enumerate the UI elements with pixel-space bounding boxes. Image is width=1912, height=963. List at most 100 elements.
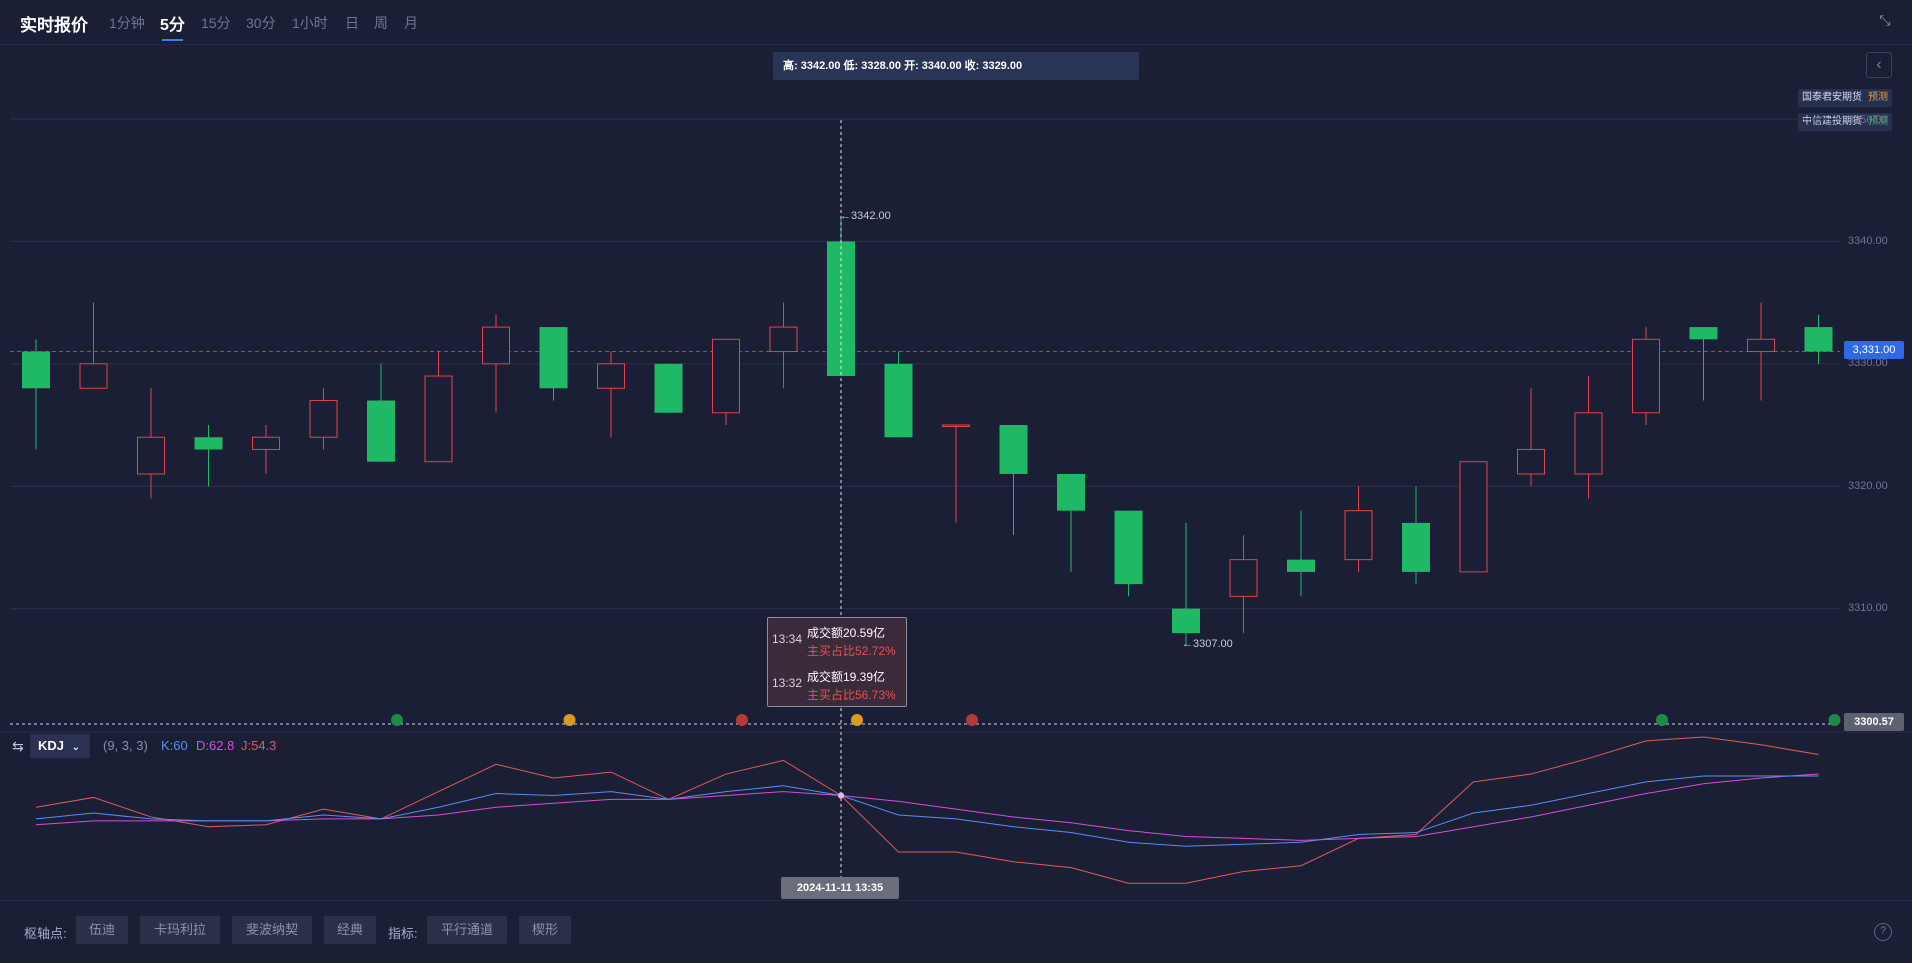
candle-body xyxy=(1229,559,1258,597)
candle-body xyxy=(1287,559,1315,572)
bottom-toolbar: 枢轴点: 伍迪 卡玛利拉 斐波纳契 经典 指标: 平行通道 楔形 ? xyxy=(0,900,1912,963)
pivot-woodie-button[interactable]: 伍迪 xyxy=(76,916,128,944)
candle-body xyxy=(424,375,453,463)
tooltip-row: 13:34 成交额20.59亿 主买占比52.72% xyxy=(768,618,908,658)
top-bar: 实时报价 1分钟 5分 15分 30分 1小时 日 周 月 ⤡ xyxy=(0,0,1912,45)
page-title: 实时报价 xyxy=(20,16,88,35)
candle-body xyxy=(1689,327,1718,340)
candle-body xyxy=(1747,338,1775,353)
candle-body xyxy=(942,424,970,427)
event-marker-icon xyxy=(1828,714,1841,726)
candle-body xyxy=(1344,510,1373,561)
tooltip-amount: 成交额20.59亿 xyxy=(807,626,886,640)
candle-body xyxy=(137,436,165,475)
low-annotation: ←3307.00 xyxy=(1182,638,1233,650)
pivot-label: 枢轴点: xyxy=(24,926,67,941)
indicator-select-label: KDJ xyxy=(38,738,65,753)
help-icon[interactable]: ? xyxy=(1874,923,1892,941)
tooltip-time: 13:34 xyxy=(772,632,803,646)
candle-body xyxy=(22,351,50,389)
kdj-indicator-bar: ⇆ KDJ ⌄ (9, 3, 3) K:60 D:62.8 J:54.3 xyxy=(0,732,1912,760)
collapse-icon[interactable]: ⤡ xyxy=(1879,12,1891,28)
event-marker-icon xyxy=(966,714,978,726)
parallel-channel-button[interactable]: 平行通道 xyxy=(427,916,507,944)
kdj-k-line xyxy=(35,775,1819,847)
period-month[interactable]: 月 xyxy=(404,15,418,31)
price-tick: 3350.00 xyxy=(1848,114,1888,126)
ohlc-info-box: 高: 3342.00 低: 3328.00 开: 3340.00 收: 3329… xyxy=(773,52,1139,80)
wedge-button[interactable]: 楔形 xyxy=(519,916,571,944)
settings-sliders-icon[interactable]: ⇆ xyxy=(12,738,24,754)
event-marker-icon xyxy=(736,714,748,726)
candle-body xyxy=(597,363,625,389)
crosshair-price-label: 3300.57 xyxy=(1844,713,1904,731)
period-day[interactable]: 日 xyxy=(345,15,359,31)
crosshair-time-label: 2024-11-11 13:35 xyxy=(781,877,899,899)
kdj-d-value: D:62.8 xyxy=(196,738,235,753)
tooltip-row: 13:32 成交额19.39亿 主买占比56.73% xyxy=(768,662,908,702)
kdj-k-value: K:60 xyxy=(161,738,188,753)
candlestick-chart[interactable]: 3350.00 3340.00 3330.00 3320.00 3310.00 xyxy=(0,0,1912,900)
kdj-params: (9, 3, 3) xyxy=(103,738,148,753)
tooltip-amount: 成交额19.39亿 xyxy=(807,670,886,684)
kdj-j-line xyxy=(35,736,1819,884)
pivot-camarilla-button[interactable]: 卡玛利拉 xyxy=(140,916,220,944)
period-1min[interactable]: 1分钟 xyxy=(109,15,145,31)
chevron-down-icon: ⌄ xyxy=(71,742,81,753)
candle-body xyxy=(1172,608,1200,634)
indicator-select[interactable]: KDJ ⌄ xyxy=(30,734,90,758)
candle-body xyxy=(1402,522,1430,572)
event-marker-icon xyxy=(851,714,863,726)
candle-body xyxy=(1114,510,1143,585)
price-tick: 3340.00 xyxy=(1848,235,1888,247)
tooltip-time: 13:32 xyxy=(772,676,803,690)
candle-body xyxy=(1632,338,1660,414)
candle-body xyxy=(194,437,223,450)
price-tick: 3330.00 xyxy=(1848,357,1888,369)
tooltip-ratio: 主买占比52.72% xyxy=(807,644,896,658)
candle-body xyxy=(482,326,510,365)
current-price-label: 3,331.00 xyxy=(1844,341,1904,359)
broker-badge-zhongxin[interactable]: 中信建投期货 预测 xyxy=(1798,113,1892,131)
broker-name: 国泰君安期货 xyxy=(1802,92,1862,103)
crosshair-point xyxy=(838,792,844,799)
candle-body xyxy=(1057,473,1085,511)
tooltip-ratio: 主买占比56.73% xyxy=(807,688,896,702)
chevron-left-icon[interactable]: ‹ xyxy=(1866,52,1892,78)
pivot-fibonacci-button[interactable]: 斐波纳契 xyxy=(232,916,312,944)
broker-tag: 预测 xyxy=(1868,116,1888,127)
candle-body xyxy=(654,363,683,413)
candle-body xyxy=(769,326,798,353)
candle-body xyxy=(79,363,108,389)
candle-body xyxy=(367,400,395,462)
broker-badge-guotai[interactable]: 国泰君安期货 预测 xyxy=(1798,89,1892,107)
candle-body xyxy=(539,327,568,389)
candle-body xyxy=(1459,461,1488,573)
candle-body xyxy=(252,436,280,450)
period-1hour[interactable]: 1小时 xyxy=(292,15,328,31)
price-tick: 3310.00 xyxy=(1848,602,1888,614)
pivot-classic-button[interactable]: 经典 xyxy=(324,916,376,944)
candle-body xyxy=(1517,448,1545,475)
period-15min[interactable]: 15分 xyxy=(201,15,231,31)
candle-body xyxy=(712,338,740,414)
period-30min[interactable]: 30分 xyxy=(246,15,276,31)
broker-name: 中信建投期货 xyxy=(1802,116,1862,127)
event-marker-icon xyxy=(563,714,576,726)
period-week[interactable]: 周 xyxy=(374,15,388,31)
event-marker-icon xyxy=(1656,714,1668,726)
kdj-j-value: J:54.3 xyxy=(241,738,277,753)
broker-tag: 预测 xyxy=(1868,92,1888,103)
period-5min[interactable]: 5分 xyxy=(160,11,185,41)
candle-body xyxy=(999,425,1028,474)
volume-tooltip: 13:34 成交额20.59亿 主买占比52.72% 13:32 成交额19.3… xyxy=(767,617,907,707)
candle-body xyxy=(1804,327,1833,352)
high-annotation: ←3342.00 xyxy=(840,210,891,222)
kdj-d-line xyxy=(35,773,1819,841)
candle-body xyxy=(309,400,338,438)
indicator-label: 指标: xyxy=(388,926,418,941)
event-marker-icon xyxy=(391,714,403,726)
candle-body xyxy=(1574,412,1603,475)
candle-body xyxy=(884,363,913,438)
price-tick: 3320.00 xyxy=(1848,480,1888,492)
